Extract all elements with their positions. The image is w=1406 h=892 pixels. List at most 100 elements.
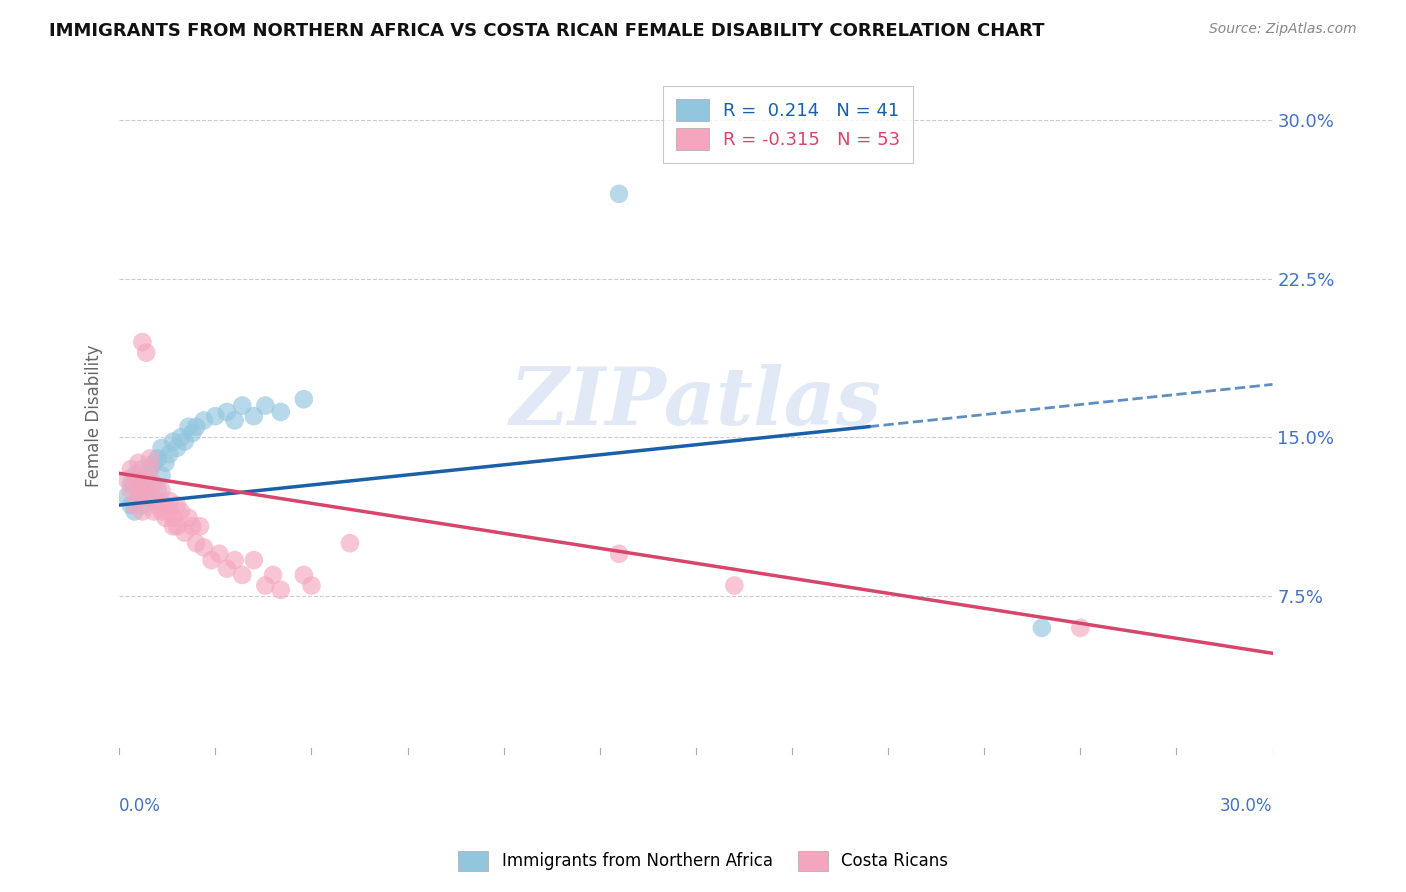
Point — [128, 493, 150, 508]
Point — [177, 510, 200, 524]
Point — [135, 473, 157, 487]
Point — [124, 504, 146, 518]
Point — [120, 462, 142, 476]
Point — [177, 419, 200, 434]
Point — [139, 477, 162, 491]
Point — [139, 462, 162, 476]
Point — [150, 483, 173, 498]
Point — [181, 426, 204, 441]
Text: 0.0%: 0.0% — [120, 797, 162, 814]
Point — [162, 434, 184, 449]
Point — [157, 447, 180, 461]
Point — [139, 462, 162, 476]
Point — [128, 456, 150, 470]
Point — [188, 519, 211, 533]
Point — [607, 547, 630, 561]
Point — [301, 578, 323, 592]
Point — [162, 519, 184, 533]
Point — [128, 483, 150, 498]
Point — [186, 536, 208, 550]
Point — [157, 504, 180, 518]
Point — [1069, 621, 1091, 635]
Point — [142, 504, 165, 518]
Point — [131, 498, 153, 512]
Point — [254, 578, 277, 592]
Point — [146, 483, 169, 498]
Point — [157, 493, 180, 508]
Point — [142, 456, 165, 470]
Point — [231, 399, 253, 413]
Point — [173, 525, 195, 540]
Point — [150, 468, 173, 483]
Point — [215, 561, 238, 575]
Point — [607, 186, 630, 201]
Point — [166, 498, 188, 512]
Point — [146, 493, 169, 508]
Point — [1031, 621, 1053, 635]
Point — [262, 568, 284, 582]
Point — [193, 413, 215, 427]
Point — [135, 477, 157, 491]
Point — [135, 345, 157, 359]
Point — [131, 483, 153, 498]
Legend: Immigrants from Northern Africa, Costa Ricans: Immigrants from Northern Africa, Costa R… — [450, 842, 956, 880]
Point — [115, 473, 138, 487]
Point — [124, 498, 146, 512]
Point — [204, 409, 226, 424]
Point — [270, 582, 292, 597]
Point — [124, 468, 146, 483]
Point — [723, 578, 745, 592]
Point — [224, 553, 246, 567]
Point — [131, 462, 153, 476]
Point — [139, 490, 162, 504]
Point — [200, 553, 222, 567]
Point — [131, 334, 153, 349]
Point — [131, 504, 153, 518]
Legend: R =  0.214   N = 41, R = -0.315   N = 53: R = 0.214 N = 41, R = -0.315 N = 53 — [664, 87, 912, 163]
Point — [292, 392, 315, 407]
Point — [208, 547, 231, 561]
Point — [150, 504, 173, 518]
Point — [170, 430, 193, 444]
Point — [215, 405, 238, 419]
Point — [139, 451, 162, 466]
Point — [170, 504, 193, 518]
Point — [142, 493, 165, 508]
Text: IMMIGRANTS FROM NORTHERN AFRICA VS COSTA RICAN FEMALE DISABILITY CORRELATION CHA: IMMIGRANTS FROM NORTHERN AFRICA VS COSTA… — [49, 22, 1045, 40]
Point — [254, 399, 277, 413]
Point — [135, 490, 157, 504]
Point — [193, 541, 215, 555]
Point — [155, 510, 177, 524]
Point — [181, 519, 204, 533]
Point — [186, 419, 208, 434]
Text: 30.0%: 30.0% — [1220, 797, 1272, 814]
Point — [135, 473, 157, 487]
Point — [142, 477, 165, 491]
Text: Source: ZipAtlas.com: Source: ZipAtlas.com — [1209, 22, 1357, 37]
Point — [243, 553, 266, 567]
Point — [224, 413, 246, 427]
Point — [270, 405, 292, 419]
Point — [231, 568, 253, 582]
Point — [124, 477, 146, 491]
Point — [120, 498, 142, 512]
Point — [166, 519, 188, 533]
Point — [120, 483, 142, 498]
Point — [150, 441, 173, 455]
Point — [155, 498, 177, 512]
Point — [339, 536, 361, 550]
Point — [292, 568, 315, 582]
Point — [120, 477, 142, 491]
Point — [146, 451, 169, 466]
Point — [128, 468, 150, 483]
Y-axis label: Female Disability: Female Disability — [86, 345, 103, 487]
Text: ZIPatlas: ZIPatlas — [510, 364, 882, 442]
Point — [155, 456, 177, 470]
Point — [128, 490, 150, 504]
Point — [243, 409, 266, 424]
Point — [128, 473, 150, 487]
Point — [115, 490, 138, 504]
Point — [166, 441, 188, 455]
Point — [173, 434, 195, 449]
Point — [162, 510, 184, 524]
